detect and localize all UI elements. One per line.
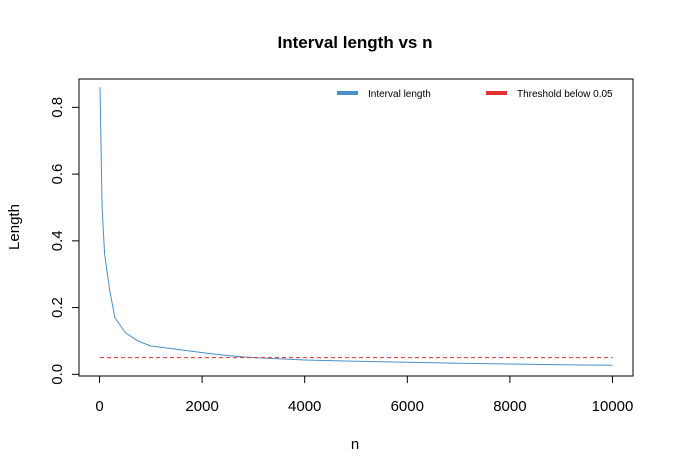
y-axis-label: Length <box>6 204 23 250</box>
x-tick-label: 6000 <box>391 398 424 415</box>
x-tick-label: 10000 <box>592 398 634 415</box>
y-tick-label: 0.4 <box>49 230 66 251</box>
x-tick-label: 4000 <box>288 398 321 415</box>
x-tick-label: 2000 <box>185 398 218 415</box>
y-tick-label: 0.6 <box>49 164 66 185</box>
y-tick-label: 0.8 <box>49 97 66 118</box>
series-layer <box>99 87 613 366</box>
x-axis: 0 2000 4000 6000 8000 10000 <box>95 375 634 415</box>
x-axis-label: n <box>351 436 359 453</box>
x-tick-label: 0 <box>95 398 103 415</box>
series-line-interval-length <box>99 87 613 366</box>
y-tick-label: 0.0 <box>49 364 66 385</box>
plot-frame <box>78 78 634 377</box>
x-tick-label: 8000 <box>493 398 526 415</box>
legend-label: Threshold below 0.05 <box>517 89 613 100</box>
legend-label: Interval length <box>368 89 431 100</box>
y-axis: 0.0 0.2 0.4 0.6 0.8 <box>49 97 80 385</box>
y-tick-label: 0.2 <box>49 297 66 318</box>
legend: Interval length Threshold below 0.05 <box>337 89 613 100</box>
chart-title: Interval length vs n <box>278 33 433 52</box>
